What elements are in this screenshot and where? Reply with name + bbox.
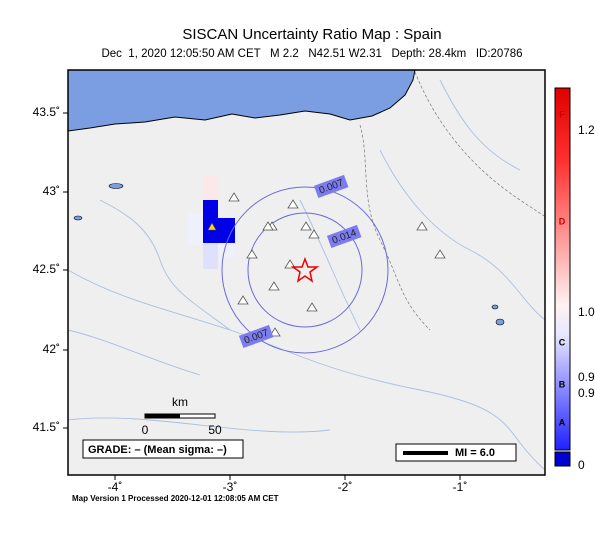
colorbar-tick: 0.9 — [578, 370, 595, 384]
scale-title: km — [172, 395, 188, 409]
lon-label: -2˚ — [338, 480, 353, 494]
grade-letter: B — [559, 379, 566, 389]
stations — [228, 192, 446, 337]
epicenter — [290, 256, 320, 283]
grade-letter: C — [559, 337, 566, 347]
grade-letter: D — [559, 216, 566, 226]
colorbar-tick: 1.0 — [578, 305, 595, 319]
lat-label: 41.5˚ — [33, 420, 60, 434]
frame-ticks — [63, 112, 461, 480]
grade-cells — [188, 175, 235, 269]
grade-letter: F — [559, 109, 565, 119]
colorbar-tick: 1.2 — [578, 123, 595, 137]
footer: Map Version 1 Processed 2020-12-01 12:08… — [72, 494, 279, 503]
mi-box — [395, 443, 517, 462]
lon-label: -4˚ — [108, 480, 123, 494]
scale-start: 0 — [142, 423, 149, 437]
lon-label: -1˚ — [453, 480, 468, 494]
scale-end: 50 — [208, 423, 222, 437]
lat-label: 43.5˚ — [33, 105, 60, 119]
map-frame — [67, 69, 546, 476]
map-area: 0.007 0.014 0.007 — [68, 70, 545, 475]
colorbar: 1.2 1.0 0.9 0.9 0 F D C B A — [554, 87, 595, 472]
rivers — [68, 79, 545, 471]
land — [68, 70, 545, 475]
sea — [68, 70, 416, 132]
lakes — [73, 183, 505, 326]
scale-bar: km 0 50 — [142, 395, 222, 437]
subtitle: Dec 1, 2020 12:05:50 AM CET M 2.2 N42.51… — [101, 48, 522, 60]
colorbar-tick: 0.9 — [578, 386, 595, 400]
title: SISCAN Uncertainty Ratio Map : Spain — [182, 26, 441, 43]
colorbar-tick: 0 — [578, 458, 585, 472]
colorbar-zero — [554, 451, 571, 467]
colorbar-gradient — [554, 87, 571, 451]
contours — [221, 186, 389, 354]
lat-label: 42.5˚ — [33, 262, 60, 276]
lat-label: 43˚ — [43, 184, 60, 198]
grade-text: GRADE: – (Mean sigma: –) — [88, 444, 227, 456]
mi-text: MI = 6.0 — [455, 447, 495, 459]
grade-letter: A — [559, 417, 566, 427]
grade-box — [82, 439, 244, 459]
station-selected — [207, 222, 217, 231]
lat-label: 42˚ — [43, 342, 60, 356]
borders — [359, 71, 545, 331]
lon-label: -3˚ — [223, 480, 238, 494]
